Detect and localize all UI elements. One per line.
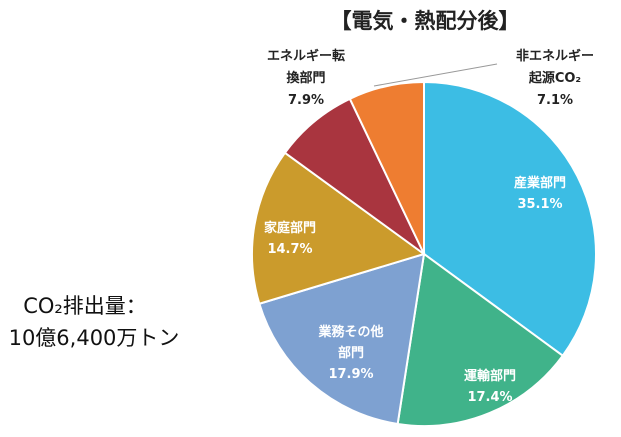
pie-slice bbox=[348, 80, 425, 255]
slice-category-label: 非エネルギー bbox=[516, 48, 594, 64]
slice-value-label: 17.9% bbox=[328, 367, 373, 382]
slice-category-label: 運輸部門 bbox=[464, 368, 516, 384]
slice-category-label: 部門 bbox=[338, 345, 364, 361]
total-emissions-label: CO₂排出量： bbox=[23, 294, 147, 318]
slice-category-label: エネルギー転 bbox=[267, 48, 345, 64]
chart-title: 【電気・熱配分後】 bbox=[331, 9, 520, 33]
pie-slice bbox=[251, 151, 427, 305]
slice-category-label: 産業部門 bbox=[514, 175, 566, 191]
total-emissions-value: 10億6,400万トン bbox=[9, 326, 180, 350]
slice-category-label: 換部門 bbox=[286, 70, 325, 86]
pie-slice bbox=[258, 252, 426, 426]
pie-slice bbox=[423, 80, 597, 358]
slice-value-label: 7.9% bbox=[288, 93, 324, 108]
leader-line bbox=[373, 63, 498, 87]
slice-value-label: 14.7% bbox=[267, 242, 312, 257]
slice-category-label: 家庭部門 bbox=[264, 220, 316, 236]
pie-slice bbox=[396, 252, 565, 427]
slice-value-label: 17.4% bbox=[467, 390, 512, 405]
slice-value-label: 35.1% bbox=[517, 197, 562, 212]
slice-value-label: 7.1% bbox=[537, 93, 573, 108]
pie-slices bbox=[251, 80, 597, 427]
slice-category-label: 起源CO₂ bbox=[528, 70, 581, 86]
slice-category-label: 業務その他 bbox=[317, 324, 383, 340]
